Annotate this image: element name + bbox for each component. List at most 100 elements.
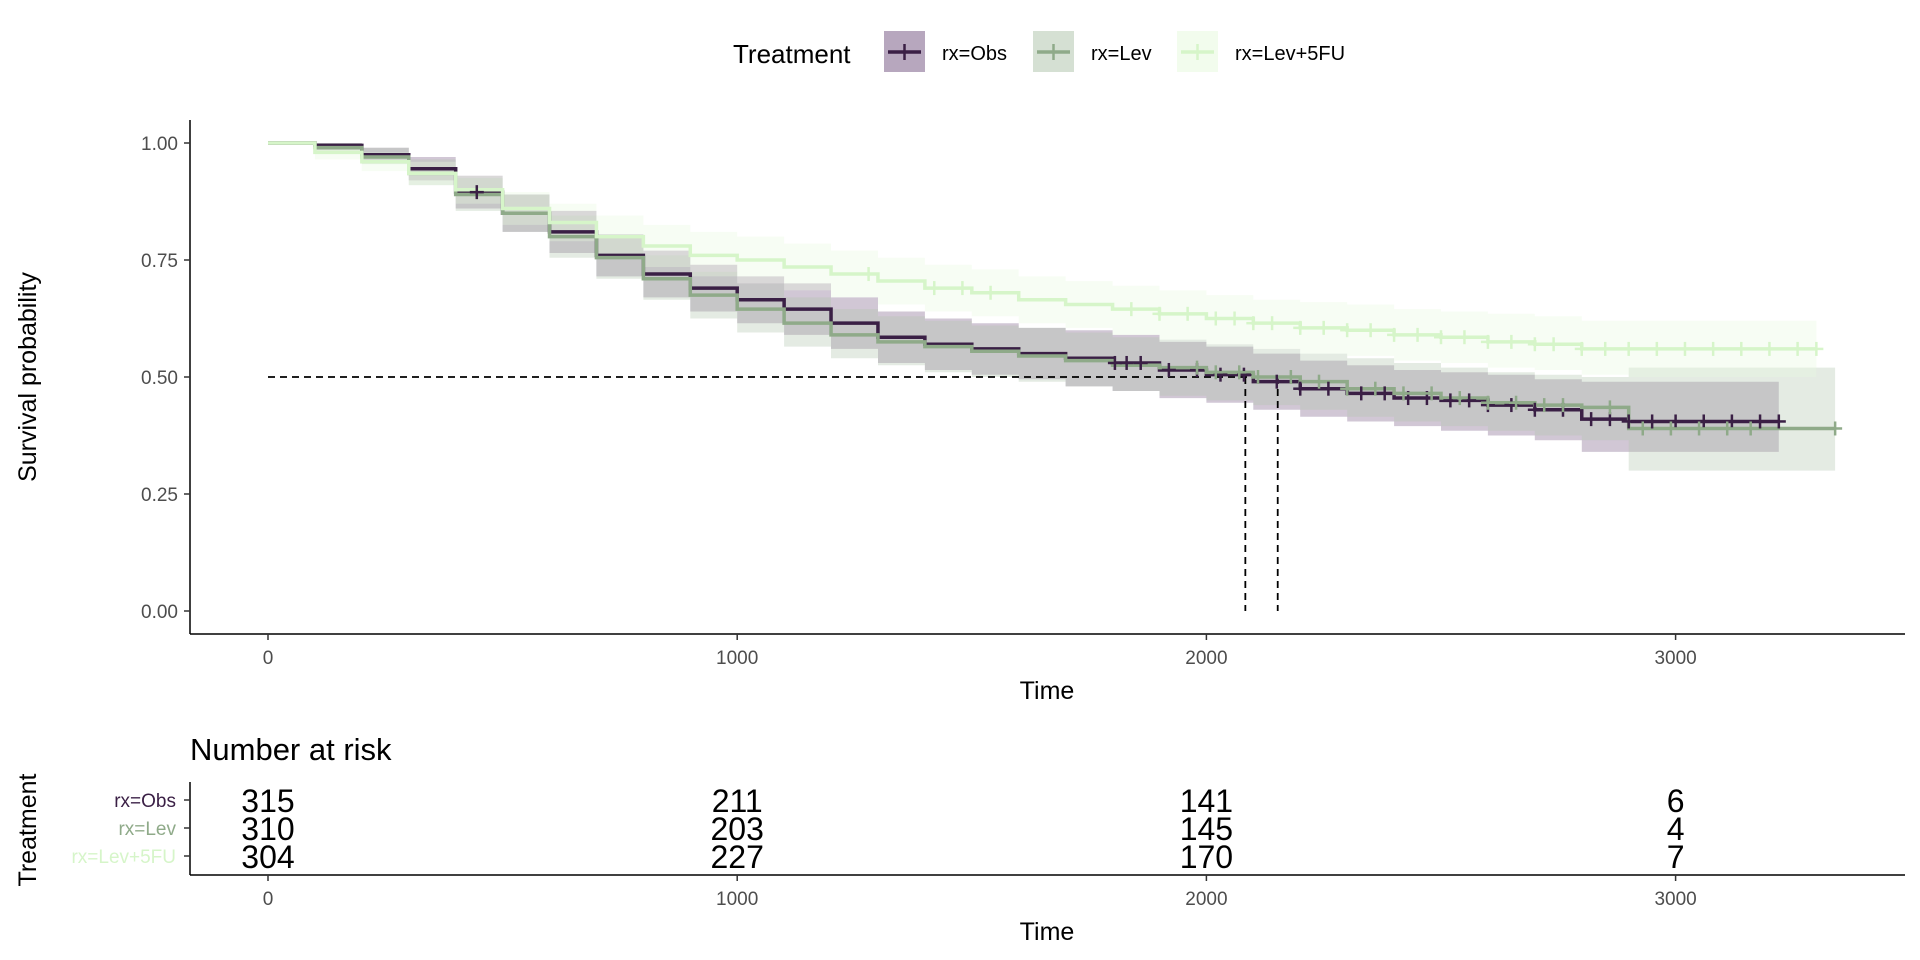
- risk-count: 141: [1180, 783, 1233, 819]
- censor-mark-rx-lev-5fu: [1809, 341, 1824, 356]
- censor-mark-rx-lev-5fu: [983, 285, 998, 300]
- censor-mark-rx-lev-5fu: [1152, 306, 1167, 321]
- censor-mark-rx-obs: [1462, 393, 1477, 408]
- censor-mark-rx-lev: [1190, 360, 1205, 375]
- censor-mark-rx-lev-5fu: [1621, 341, 1636, 356]
- censor-mark-rx-lev: [1509, 395, 1524, 410]
- risk-row-rx-lev-5fu: rx=Lev+5FU 304 227 170 7: [71, 839, 1684, 875]
- censor-mark-rx-lev-5fu: [1480, 334, 1495, 349]
- risk-count: 170: [1180, 839, 1233, 875]
- x-tick-label: 1000: [716, 889, 758, 910]
- risk-count: 7: [1667, 839, 1685, 875]
- censor-mark-rx-lev: [1743, 421, 1758, 436]
- censor-mark-rx-obs: [1527, 402, 1542, 417]
- censor-mark-rx-lev: [1663, 421, 1678, 436]
- censor-mark-rx-lev-5fu: [1265, 316, 1280, 331]
- censor-mark-rx-lev: [1828, 421, 1843, 436]
- censor-mark-rx-lev-5fu: [1546, 337, 1561, 352]
- x-tick-label: 3000: [1654, 648, 1696, 669]
- risk-count: 310: [241, 811, 294, 847]
- censor-mark-rx-lev: [1283, 370, 1298, 384]
- censor-mark-rx-obs: [1107, 355, 1122, 370]
- censor-mark-rx-lev-5fu: [1340, 323, 1355, 338]
- legend-item-rx-obs: rx=Obs: [884, 31, 1007, 72]
- legend-item-rx-lev-5fu: rx=Lev+5FU: [1177, 31, 1345, 72]
- censor-mark-rx-obs: [1771, 414, 1786, 429]
- censor-mark-rx-obs: [1269, 374, 1284, 389]
- censor-mark-rx-lev: [1720, 421, 1735, 436]
- risk-count: 227: [711, 839, 764, 875]
- risk-count: 211: [712, 783, 763, 819]
- risk-table-title: Number at risk: [190, 732, 392, 767]
- risk-row-rx-obs: rx=Obs 315 211 141 6: [114, 783, 1684, 819]
- risk-y-axis-title: Treatment: [14, 773, 42, 886]
- censor-mark-rx-obs: [1377, 386, 1392, 401]
- risk-count: 4: [1667, 811, 1685, 847]
- y-tick-label: 0.00: [141, 602, 178, 623]
- median-lines: [268, 376, 1279, 611]
- risk-count: 203: [711, 811, 764, 847]
- censor-mark-rx-lev: [1340, 381, 1355, 396]
- y-tick-label: 0.50: [141, 368, 178, 389]
- censor-mark-rx-lev: [1537, 398, 1552, 413]
- censor-mark-rx-lev: [1368, 381, 1383, 396]
- x-tick-label: 1000: [716, 648, 758, 669]
- censor-mark-rx-lev-5fu: [1434, 330, 1448, 345]
- y-tick-label: 0.25: [141, 485, 178, 506]
- censor-mark-rx-lev-5fu: [1457, 330, 1472, 345]
- censor-mark-rx-lev-5fu: [1734, 341, 1749, 356]
- censor-mark-rx-lev: [1232, 365, 1247, 380]
- x-axis-title: Time: [1020, 677, 1075, 705]
- legend-title: Treatment: [733, 39, 851, 69]
- censor-mark-rx-lev-5fu: [1706, 341, 1721, 356]
- legend-items: rx=Obs rx=Lev rx=Lev+5FU: [884, 31, 1345, 72]
- censor-mark-rx-obs: [1443, 393, 1458, 408]
- risk-count: 145: [1180, 811, 1233, 847]
- censor-mark-rx-lev-5fu: [1387, 327, 1402, 342]
- x-tick-label: 3000: [1654, 889, 1696, 910]
- censor-mark-rx-obs: [1668, 414, 1683, 429]
- censor-mark-rx-lev-5fu: [1598, 341, 1613, 356]
- censor-mark-rx-obs: [1584, 412, 1599, 427]
- ci-band-rx-lev-5fu: [268, 143, 1817, 377]
- censor-mark-rx-lev: [1312, 374, 1327, 389]
- risk-count: 315: [241, 783, 294, 819]
- confidence-bands: [268, 143, 1836, 471]
- censor-mark-rx-lev: [1424, 386, 1439, 401]
- censor-mark-rx-lev-5fu: [861, 267, 876, 282]
- censor-mark-rx-lev-5fu: [1762, 341, 1777, 356]
- censor-mark-rx-lev: [1251, 370, 1266, 384]
- risk-row-label: rx=Lev+5FU: [71, 847, 176, 868]
- censor-mark-rx-lev-5fu: [1527, 337, 1542, 352]
- censor-mark-rx-lev-5fu: [1677, 341, 1692, 356]
- censor-mark-rx-lev: [1208, 365, 1223, 380]
- plot-area: 0.000.250.500.751.00 0 1000 2000 3000 Time …: [14, 120, 1905, 705]
- censor-mark-rx-obs: [469, 185, 484, 200]
- censor-mark-rx-lev-5fu: [1180, 306, 1195, 321]
- censor-mark-rx-obs: [1293, 381, 1308, 396]
- x-tick-label: 0: [263, 648, 274, 669]
- censor-mark-rx-lev-5fu: [1124, 302, 1139, 317]
- risk-table: Number at risk rx=Obs 315 211 141 6 rx=Lev 310…: [14, 732, 1905, 946]
- y-axis-title: Survival probability: [14, 272, 42, 482]
- censor-mark-rx-lev: [1396, 386, 1411, 401]
- censor-mark-rx-obs: [1724, 414, 1739, 429]
- risk-x-axis-title: Time: [1020, 918, 1075, 946]
- risk-row-label: rx=Obs: [114, 791, 176, 812]
- ci-band-rx-obs: [268, 143, 1779, 452]
- x-tick-label: 2000: [1185, 889, 1227, 910]
- x-axis-ticks: 0 1000 2000 3000: [263, 634, 1697, 669]
- censor-mark-rx-lev: [1602, 400, 1617, 415]
- censor-mark-rx-obs: [1753, 414, 1768, 429]
- x-tick-label: 2000: [1185, 648, 1227, 669]
- legend-label: rx=Obs: [942, 43, 1007, 65]
- x-tick-label: 0: [263, 889, 274, 910]
- censor-mark-rx-lev: [1555, 398, 1570, 413]
- legend-label: rx=Lev+5FU: [1235, 43, 1345, 65]
- censor-mark-rx-obs: [1602, 412, 1617, 427]
- legend-label: rx=Lev: [1091, 43, 1152, 65]
- censor-mark-rx-lev-5fu: [1363, 323, 1378, 338]
- censor-mark-rx-lev-5fu: [1246, 316, 1261, 331]
- censor-mark-rx-lev-5fu: [1208, 311, 1223, 326]
